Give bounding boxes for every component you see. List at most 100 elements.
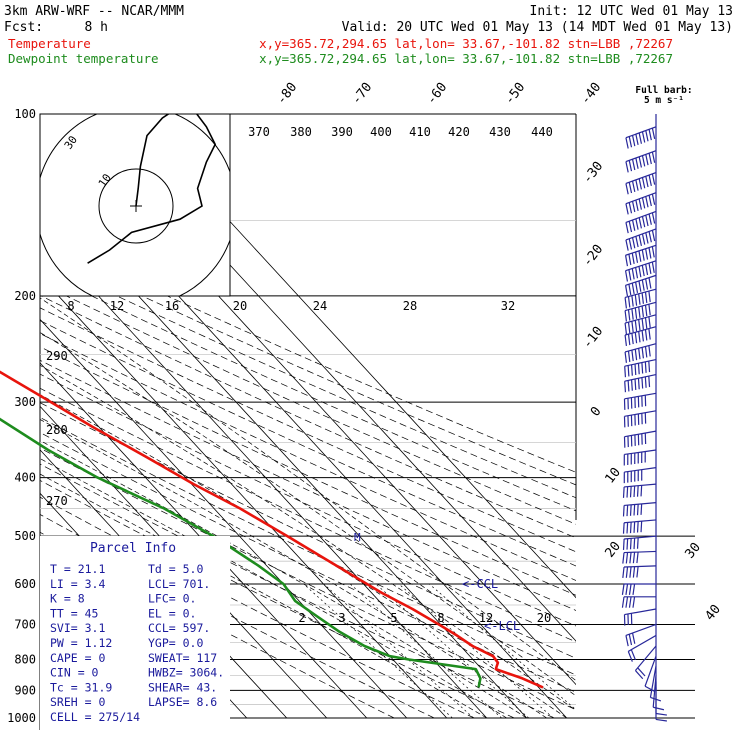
temperature-tick-label: -70 xyxy=(349,80,375,108)
dry-adiabat xyxy=(40,320,576,567)
wind-barb-flag xyxy=(637,667,646,677)
wind-barb-flag xyxy=(648,213,652,225)
wind-barb-flag xyxy=(655,712,667,716)
wind-barb-flag xyxy=(651,127,656,140)
wind-barb-staff xyxy=(625,228,657,241)
wind-barb-flag xyxy=(621,596,625,608)
wind-barb-flag xyxy=(622,538,625,550)
kts-scale-label: 32 xyxy=(501,299,515,313)
dry-adiabat xyxy=(40,531,395,719)
wind-barb-flag xyxy=(645,215,649,227)
wind-barb-flag xyxy=(645,154,649,166)
wind-barb-flag xyxy=(628,254,632,266)
dry-adiabat xyxy=(40,373,576,627)
wind-barb-flag xyxy=(638,331,641,343)
wind-barb-flag xyxy=(631,268,635,280)
wind-barb-flag xyxy=(644,361,647,373)
parcel-info-row-left: T = 21.1 xyxy=(50,562,105,576)
wind-barb-flag xyxy=(648,262,652,275)
wind-barb-flag xyxy=(621,583,625,595)
wind-barb-staff xyxy=(624,343,657,353)
moist-adiabat xyxy=(40,473,487,719)
wind-barb-staff xyxy=(624,301,657,312)
wind-barb-flag xyxy=(641,197,646,209)
wind-barb-flag xyxy=(631,282,635,295)
temperature-tick-label: -40 xyxy=(578,80,604,108)
forecast-hours: 8 h xyxy=(85,20,108,35)
temperature-tick-label: 0 xyxy=(588,404,605,419)
mixing-ratio-line xyxy=(323,583,474,719)
wind-barb-flag xyxy=(634,378,637,391)
wind-barb-flag xyxy=(629,566,632,578)
wind-barb-flag xyxy=(628,269,632,281)
kts-scale-label: 16 xyxy=(165,299,179,313)
wind-barb-flag xyxy=(634,320,638,332)
wind-barb-flag xyxy=(626,486,629,498)
wind-barb-flag xyxy=(644,376,647,388)
isotherm xyxy=(40,275,448,719)
wind-barb-staff xyxy=(624,326,657,336)
barb-legend-title: Full barb: xyxy=(635,85,692,96)
wind-barb-staff xyxy=(625,244,657,256)
wind-barb-flag xyxy=(628,221,633,233)
wind-barb-flag xyxy=(628,202,633,214)
theta-label: 420 xyxy=(448,125,470,139)
mixing-ratio-line xyxy=(375,583,530,719)
wind-barb-flag xyxy=(624,310,627,322)
dry-adiabat-label: 290 xyxy=(46,349,68,363)
wind-barb-flag xyxy=(631,252,635,265)
wind-barb-flag xyxy=(630,379,633,391)
wind-barb-flag xyxy=(627,309,631,321)
wind-barb-staff xyxy=(625,192,657,205)
theta-label: 400 xyxy=(370,125,392,139)
wind-barb-flag xyxy=(635,236,639,248)
wind-barb-flag xyxy=(622,566,625,579)
dry-adiabat xyxy=(40,247,576,486)
mixing-ratio-label: 12 xyxy=(479,611,493,625)
temperature-tick-label: -50 xyxy=(502,80,528,108)
wind-barb-flag xyxy=(648,328,651,340)
moist-adiabat xyxy=(40,394,567,719)
wind-barb-flag xyxy=(638,293,641,305)
moist-adiabat xyxy=(40,419,547,719)
wind-barb-flag xyxy=(634,670,644,680)
wind-barb-flag xyxy=(628,238,633,250)
temperature-tick-label: -60 xyxy=(424,80,450,108)
isotherm xyxy=(40,231,488,719)
wind-barb-staff xyxy=(625,150,657,163)
wind-barb-flag xyxy=(626,505,629,517)
parcel-m-marker: M xyxy=(354,531,361,544)
wind-barb-staff xyxy=(625,274,657,286)
kts-scale-label: 28 xyxy=(403,299,417,313)
dry-adiabat xyxy=(40,463,555,719)
wind-barb-flag xyxy=(648,376,651,388)
dry-adiabat xyxy=(40,402,576,659)
temperature-tick-label: 30 xyxy=(683,540,704,562)
wind-barb-flag xyxy=(631,180,636,192)
wind-barb-flag xyxy=(632,566,636,578)
wind-barb-flag xyxy=(625,552,629,564)
wind-barb-flag xyxy=(635,251,639,263)
wind-barb-flag xyxy=(641,292,644,304)
wind-barb-flag xyxy=(627,334,631,346)
wind-barb-flag xyxy=(636,521,639,533)
theta-label: 370 xyxy=(248,125,270,139)
wind-barb-flag xyxy=(645,232,649,244)
wind-barb-staff xyxy=(625,171,657,185)
wind-barb-flag xyxy=(635,179,639,191)
wind-barb-flag xyxy=(636,504,639,516)
moist-adiabat xyxy=(40,332,576,697)
lcl-label: <-LCL xyxy=(484,619,520,633)
temperature-tick-label: -20 xyxy=(580,242,606,270)
sounding-traces xyxy=(0,370,544,689)
kts-scale-label: 20 xyxy=(233,299,247,313)
wind-barb-staff xyxy=(624,314,657,324)
wind-barb-staff xyxy=(624,392,657,400)
wind-barb-staff xyxy=(624,358,657,367)
wind-barb-flag xyxy=(631,321,634,333)
pressure-tick-label: 700 xyxy=(14,617,36,631)
wind-barb-flag xyxy=(637,378,640,390)
parcel-info-row-right: CCL= 597. xyxy=(148,621,210,635)
parcel-info-row-right: YGP= 0.0 xyxy=(148,636,203,650)
